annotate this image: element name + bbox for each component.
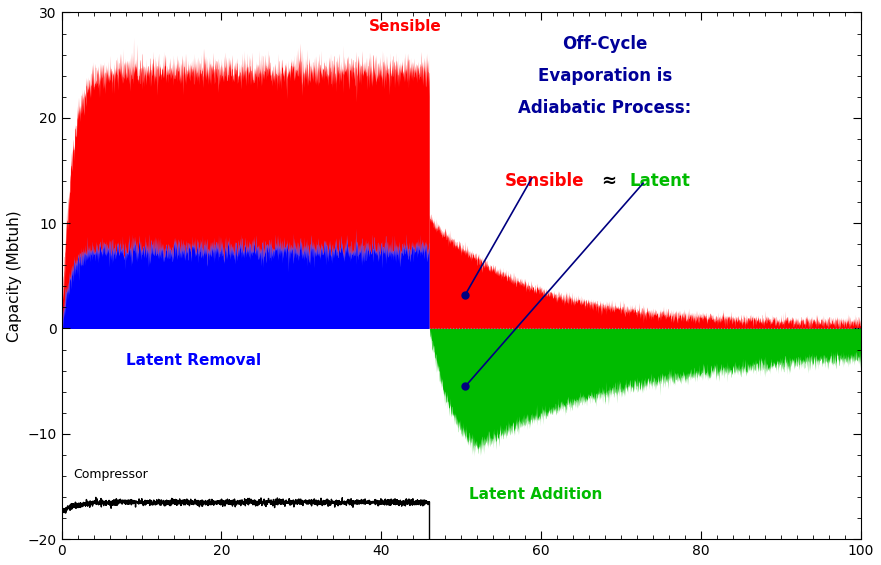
Text: Latent: Latent <box>629 172 690 190</box>
Text: Compressor: Compressor <box>74 468 148 481</box>
Text: Latent Removal: Latent Removal <box>126 353 261 368</box>
Y-axis label: Capacity (Mbtuh): Capacity (Mbtuh) <box>7 210 22 342</box>
Text: Evaporation is: Evaporation is <box>538 67 672 85</box>
Text: Sensible: Sensible <box>369 19 441 34</box>
Text: ≈: ≈ <box>602 172 617 190</box>
Text: Off-Cycle: Off-Cycle <box>562 36 648 53</box>
Text: Latent Addition: Latent Addition <box>470 487 603 502</box>
Text: Adiabatic Process:: Adiabatic Process: <box>519 98 692 116</box>
Text: Sensible: Sensible <box>505 172 585 190</box>
